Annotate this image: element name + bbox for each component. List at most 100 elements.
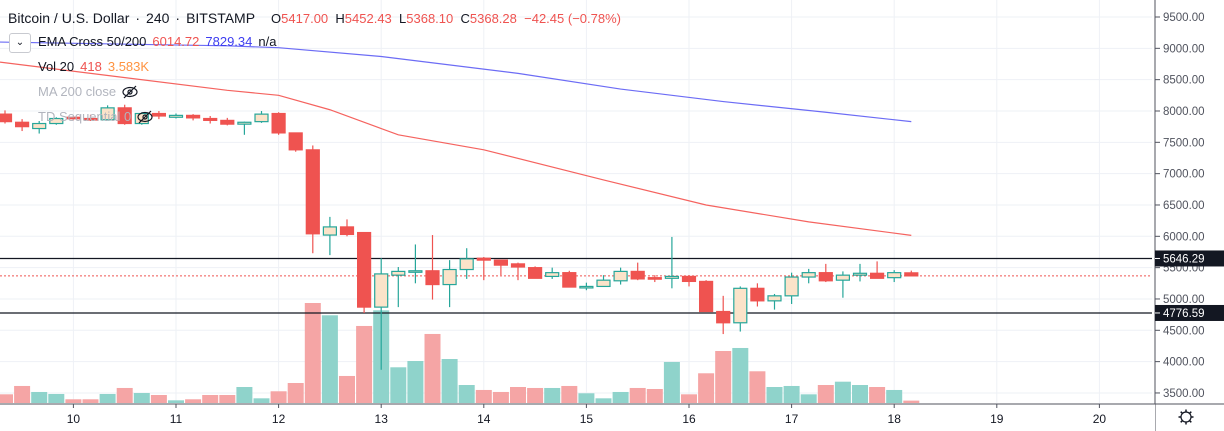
collapse-legend-button[interactable]: ⌄ bbox=[9, 33, 31, 53]
price-tick-label: 9000.00 bbox=[1163, 43, 1205, 55]
candle-body bbox=[835, 274, 851, 281]
indicator-name: Vol 20 bbox=[38, 59, 75, 74]
volume-bar bbox=[527, 387, 544, 403]
candle-body bbox=[271, 112, 286, 134]
candle-body bbox=[186, 114, 201, 119]
symbol-name[interactable]: Bitcoin / U.S. Dollar bbox=[8, 10, 130, 26]
time-tick-label: 20 bbox=[1093, 412, 1107, 426]
close-value: 5368.28 bbox=[469, 10, 517, 26]
price-tick-label: 3500.00 bbox=[1163, 388, 1205, 400]
volume-bar bbox=[612, 391, 629, 403]
candle-body bbox=[562, 272, 577, 288]
volume-bar bbox=[14, 385, 31, 403]
candle-body bbox=[750, 287, 765, 302]
candle-body bbox=[596, 279, 611, 288]
indicator-name: TD Sequential 0 bbox=[38, 109, 132, 124]
volume-bar bbox=[202, 395, 219, 403]
gear-icon[interactable] bbox=[1178, 409, 1194, 425]
candle-body bbox=[818, 272, 833, 282]
volume-bar bbox=[510, 387, 526, 403]
volume-bar bbox=[595, 398, 612, 403]
candle-body bbox=[322, 226, 337, 236]
candle-body bbox=[664, 275, 680, 279]
candle-body bbox=[887, 272, 902, 279]
candle-body bbox=[767, 295, 782, 302]
ema200-value: 7829.34 bbox=[205, 34, 253, 49]
volume-value: 418 bbox=[80, 59, 102, 74]
price-tick-label: 9500.00 bbox=[1163, 12, 1205, 24]
time-tick-label: 11 bbox=[170, 412, 183, 426]
candle-body bbox=[904, 272, 919, 277]
volume-bar bbox=[681, 394, 697, 403]
volume-bar bbox=[783, 385, 800, 403]
candle-body bbox=[733, 287, 748, 324]
high-label: H bbox=[335, 10, 345, 26]
volume-bar bbox=[82, 399, 99, 403]
price-tick-label: 4000.00 bbox=[1163, 357, 1205, 369]
eye-hidden-icon[interactable] bbox=[122, 85, 138, 99]
candle-body bbox=[151, 112, 166, 117]
ema-cross-legend[interactable]: EMA Cross 50/200 6014.72 7829.34 n/a bbox=[38, 34, 276, 49]
time-tick-label: 19 bbox=[990, 412, 1004, 426]
level-price-label: 4776.59 bbox=[1163, 308, 1205, 320]
volume-bar bbox=[886, 389, 903, 403]
price-tick-label: 8500.00 bbox=[1163, 75, 1205, 87]
candle-body bbox=[493, 259, 508, 266]
td-sequential-legend[interactable]: TD Sequential 0 bbox=[38, 109, 153, 124]
volume-bar bbox=[834, 381, 851, 403]
candle-body bbox=[852, 272, 868, 276]
candle-body bbox=[237, 121, 252, 125]
indicator-name: EMA Cross 50/200 bbox=[38, 34, 147, 49]
volume-bar bbox=[458, 385, 475, 403]
price-tick-label: 4500.00 bbox=[1163, 325, 1205, 337]
candle-body bbox=[527, 267, 543, 279]
volume-bar bbox=[475, 389, 492, 403]
volume-bar bbox=[321, 315, 338, 403]
interval[interactable]: 240 bbox=[146, 10, 170, 26]
time-tick-label: 10 bbox=[67, 412, 81, 426]
eye-hidden-icon[interactable] bbox=[137, 110, 153, 124]
change-value: −42.45 (−0.78%) bbox=[524, 10, 621, 26]
chevron-down-icon: ⌄ bbox=[15, 37, 25, 48]
candle-body bbox=[32, 122, 47, 130]
volume-bar bbox=[749, 371, 766, 403]
volume-bar bbox=[287, 383, 304, 403]
volume-bar bbox=[116, 387, 133, 403]
volume-ma-value: 3.583K bbox=[107, 59, 150, 74]
indicator-name: MA 200 close bbox=[38, 84, 117, 99]
volume-bar bbox=[646, 389, 663, 403]
candle-body bbox=[15, 121, 30, 128]
separator: · bbox=[175, 10, 181, 26]
candle-body bbox=[442, 268, 457, 286]
price-tick-label: 5000.00 bbox=[1163, 294, 1205, 306]
candle-body bbox=[168, 114, 184, 118]
candle-body bbox=[784, 276, 799, 297]
time-axis bbox=[0, 404, 1155, 431]
candle-body bbox=[374, 273, 389, 308]
candle-body bbox=[100, 107, 115, 121]
volume-bar bbox=[150, 395, 167, 403]
time-tick-label: 15 bbox=[580, 412, 594, 426]
candle-body bbox=[459, 258, 474, 271]
candle-body bbox=[254, 113, 269, 123]
low-value: 5368.10 bbox=[406, 10, 454, 26]
volume-bar bbox=[715, 351, 732, 403]
candle-body bbox=[220, 119, 235, 125]
volume-bar bbox=[578, 393, 595, 403]
volume-bar bbox=[356, 325, 373, 403]
level-price-tag bbox=[1155, 250, 1224, 267]
cross-value: n/a bbox=[258, 34, 277, 49]
volume-bar bbox=[629, 387, 646, 403]
candle-body bbox=[391, 270, 406, 276]
price-axis bbox=[1152, 0, 1224, 431]
volume-bar bbox=[698, 373, 715, 403]
volume-bar bbox=[99, 393, 116, 403]
volume-bar bbox=[48, 393, 65, 403]
volume-legend[interactable]: Vol 20 418 3.583K bbox=[38, 59, 149, 74]
candle-body bbox=[613, 270, 628, 282]
ma200-legend[interactable]: MA 200 close bbox=[38, 84, 138, 99]
price-tick-label: 7500.00 bbox=[1163, 137, 1205, 149]
volume-bar bbox=[185, 399, 202, 403]
level-price-tag bbox=[1155, 304, 1224, 321]
